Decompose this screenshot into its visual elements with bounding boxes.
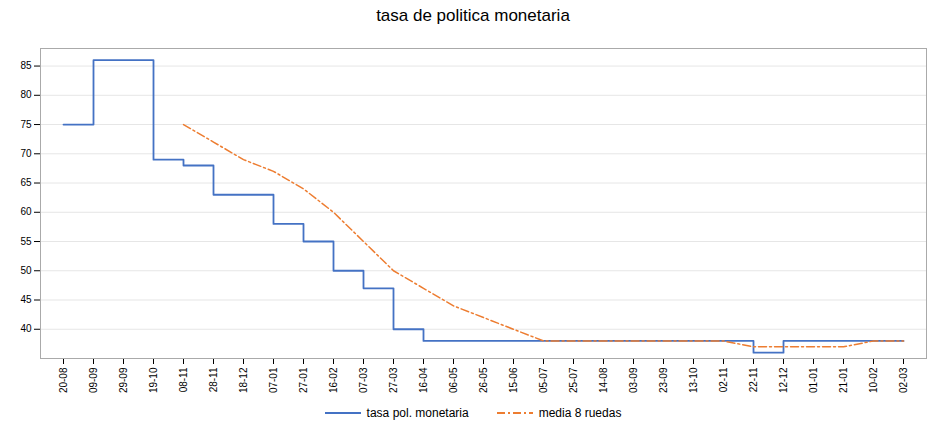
svg-text:25-07: 25-07 bbox=[568, 367, 579, 393]
svg-text:40: 40 bbox=[20, 323, 32, 334]
svg-text:06-05: 06-05 bbox=[448, 367, 459, 393]
html-text:media 8 ruedas: media 8 ruedas bbox=[538, 406, 622, 420]
svg-text:70: 70 bbox=[20, 148, 32, 159]
svg-text:20-08: 20-08 bbox=[58, 367, 69, 393]
svg-text:15-06: 15-06 bbox=[508, 367, 519, 393]
svg-text:07-01: 07-01 bbox=[268, 367, 279, 393]
svg-text:18-12: 18-12 bbox=[238, 367, 249, 393]
svg-text:28-11: 28-11 bbox=[208, 367, 219, 392]
svg-text:29-09: 29-09 bbox=[118, 367, 129, 393]
svg-text:27-01: 27-01 bbox=[298, 367, 309, 393]
svg-text:19-10: 19-10 bbox=[148, 367, 159, 393]
svg-text:07-03: 07-03 bbox=[358, 367, 369, 393]
svg-text:75: 75 bbox=[20, 119, 32, 130]
svg-text:26-05: 26-05 bbox=[478, 367, 489, 393]
svg-text:55: 55 bbox=[20, 236, 32, 247]
svg-text:27-03: 27-03 bbox=[388, 367, 399, 393]
svg-text:14-08: 14-08 bbox=[598, 367, 609, 393]
svg-text:02-11: 02-11 bbox=[718, 367, 729, 392]
svg-text:65: 65 bbox=[20, 177, 32, 188]
svg-text:08-11: 08-11 bbox=[178, 367, 189, 392]
svg-text:16-04: 16-04 bbox=[418, 367, 429, 393]
svg-text:50: 50 bbox=[20, 265, 32, 276]
svg-text:05-07: 05-07 bbox=[538, 367, 549, 393]
html-text:tasa pol. monetaria: tasa pol. monetaria bbox=[366, 406, 469, 420]
svg-text:85: 85 bbox=[20, 60, 32, 71]
svg-text:02-03: 02-03 bbox=[898, 367, 909, 393]
svg-text:23-09: 23-09 bbox=[658, 367, 669, 393]
svg-text:03-09: 03-09 bbox=[628, 367, 639, 393]
svg-text:80: 80 bbox=[20, 89, 32, 100]
svg-text:01-01: 01-01 bbox=[808, 367, 819, 393]
svg-text:45: 45 bbox=[20, 294, 32, 305]
svg-text:12-12: 12-12 bbox=[778, 367, 789, 393]
svg-text:60: 60 bbox=[20, 206, 32, 217]
html-text:tasa de politica monetaria: tasa de politica monetaria bbox=[376, 6, 570, 25]
svg-text:21-01: 21-01 bbox=[838, 367, 849, 393]
svg-text:22-11: 22-11 bbox=[748, 367, 759, 392]
svg-text:09-09: 09-09 bbox=[88, 367, 99, 393]
svg-text:10-02: 10-02 bbox=[868, 367, 879, 393]
svg-text:16-02: 16-02 bbox=[328, 367, 339, 393]
svg-text:13-10: 13-10 bbox=[688, 367, 699, 393]
